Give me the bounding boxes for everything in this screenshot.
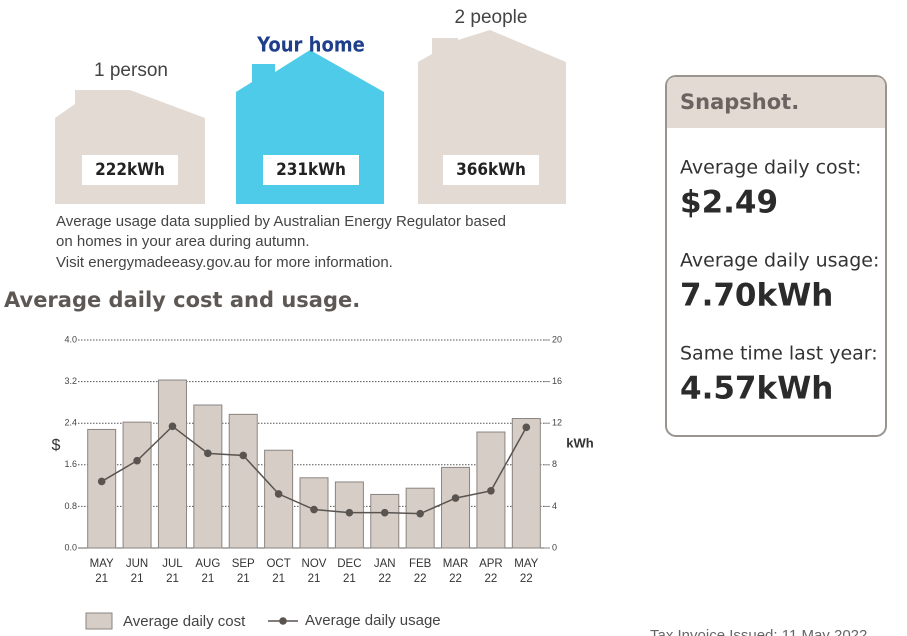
legend-label: Average daily cost bbox=[123, 613, 246, 630]
note-line: Average usage data supplied by Australia… bbox=[56, 213, 506, 230]
legend-swatch bbox=[85, 612, 113, 630]
snapshot-label: Average daily cost: bbox=[680, 157, 861, 179]
snapshot-value: 4.57kWh bbox=[680, 371, 833, 407]
y-tick-label: 2.4 bbox=[64, 418, 77, 428]
x-tick-label: NOV 21 bbox=[302, 558, 327, 585]
x-tick-label: OCT 21 bbox=[266, 558, 290, 585]
snapshot-header bbox=[667, 77, 885, 128]
y2-tick-label: 8 bbox=[552, 459, 557, 469]
value-box bbox=[443, 155, 539, 185]
usage-point bbox=[416, 509, 424, 518]
y-tick-label: 0.8 bbox=[64, 501, 77, 511]
x-tick-label: FEB 22 bbox=[409, 558, 432, 585]
snapshot-value: $2.49 bbox=[680, 185, 778, 221]
value-box bbox=[263, 155, 359, 185]
bar bbox=[193, 404, 223, 549]
y-tick-label: 3.2 bbox=[64, 376, 77, 386]
usage-point bbox=[522, 423, 531, 432]
snapshot-label: Same time last year: bbox=[680, 343, 878, 365]
snapshot-box bbox=[665, 75, 887, 437]
usage-point bbox=[310, 505, 318, 514]
y-tick-label: 4.0 bbox=[64, 334, 77, 344]
value-box bbox=[82, 155, 178, 185]
usage-point bbox=[239, 451, 248, 460]
note-line: on homes in your area during autumn. bbox=[56, 233, 309, 250]
y-tick-label: 0.0 bbox=[64, 542, 77, 552]
x-tick-label: AUG 21 bbox=[195, 558, 220, 585]
bar bbox=[511, 418, 541, 549]
bar bbox=[157, 379, 187, 549]
legend-label: Average daily usage bbox=[305, 612, 441, 629]
legend-marker bbox=[279, 617, 287, 625]
y2-tick-label: 16 bbox=[552, 376, 562, 386]
snapshot-title: Snapshot. bbox=[680, 90, 799, 114]
y-tick-label: 1.6 bbox=[64, 459, 77, 469]
house-label: Your home bbox=[256, 33, 365, 57]
y2-tick-label: 0 bbox=[552, 542, 557, 552]
bar bbox=[370, 493, 400, 549]
bar bbox=[228, 413, 258, 549]
y2-axis-label: kWh bbox=[566, 435, 594, 450]
x-tick-label: JAN 22 bbox=[374, 558, 396, 585]
x-tick-label: MAR 22 bbox=[443, 558, 469, 585]
y2-tick-label: 4 bbox=[552, 501, 557, 511]
house-value: 222kWh bbox=[95, 160, 165, 180]
x-tick-label: JUN 21 bbox=[126, 558, 148, 585]
bar bbox=[87, 428, 117, 549]
snapshot-label: Average daily usage: bbox=[680, 250, 879, 272]
house-label: 1 person bbox=[94, 60, 168, 81]
note-line: Visit energymadeeasy.gov.au for more inf… bbox=[56, 254, 393, 271]
house-value: 366kWh bbox=[456, 160, 526, 180]
bar bbox=[264, 449, 294, 549]
usage-point bbox=[97, 477, 106, 486]
y2-tick-label: 12 bbox=[552, 418, 562, 428]
x-tick-label: SEP 21 bbox=[232, 558, 255, 585]
house bbox=[55, 90, 205, 204]
usage-point bbox=[274, 490, 283, 498]
bar bbox=[405, 487, 435, 549]
usage-point bbox=[451, 494, 460, 502]
bar bbox=[122, 421, 152, 549]
usage-point bbox=[487, 487, 495, 495]
bar bbox=[441, 466, 471, 549]
usage-point bbox=[133, 456, 141, 465]
house-label: 2 people bbox=[455, 7, 528, 28]
x-tick-label: MAY 22 bbox=[514, 558, 538, 585]
usage-point bbox=[345, 508, 354, 517]
footer: Tax Invoice Issued: 11 May 2022 bbox=[650, 627, 867, 636]
usage-point bbox=[380, 508, 389, 517]
y-axis-label: $ bbox=[52, 437, 61, 454]
usage-point bbox=[204, 449, 212, 458]
house-value: 231kWh bbox=[276, 160, 346, 180]
x-tick-label: APR 22 bbox=[479, 558, 503, 585]
x-tick-label: JUL 21 bbox=[162, 558, 183, 585]
x-tick-label: DEC 21 bbox=[337, 558, 361, 585]
y2-tick-label: 20 bbox=[552, 334, 562, 344]
usage-point bbox=[168, 422, 177, 431]
snapshot-value: 7.70kWh bbox=[680, 278, 833, 314]
x-tick-label: MAY 21 bbox=[90, 558, 114, 585]
chart-title: Average daily cost and usage. bbox=[4, 288, 360, 312]
